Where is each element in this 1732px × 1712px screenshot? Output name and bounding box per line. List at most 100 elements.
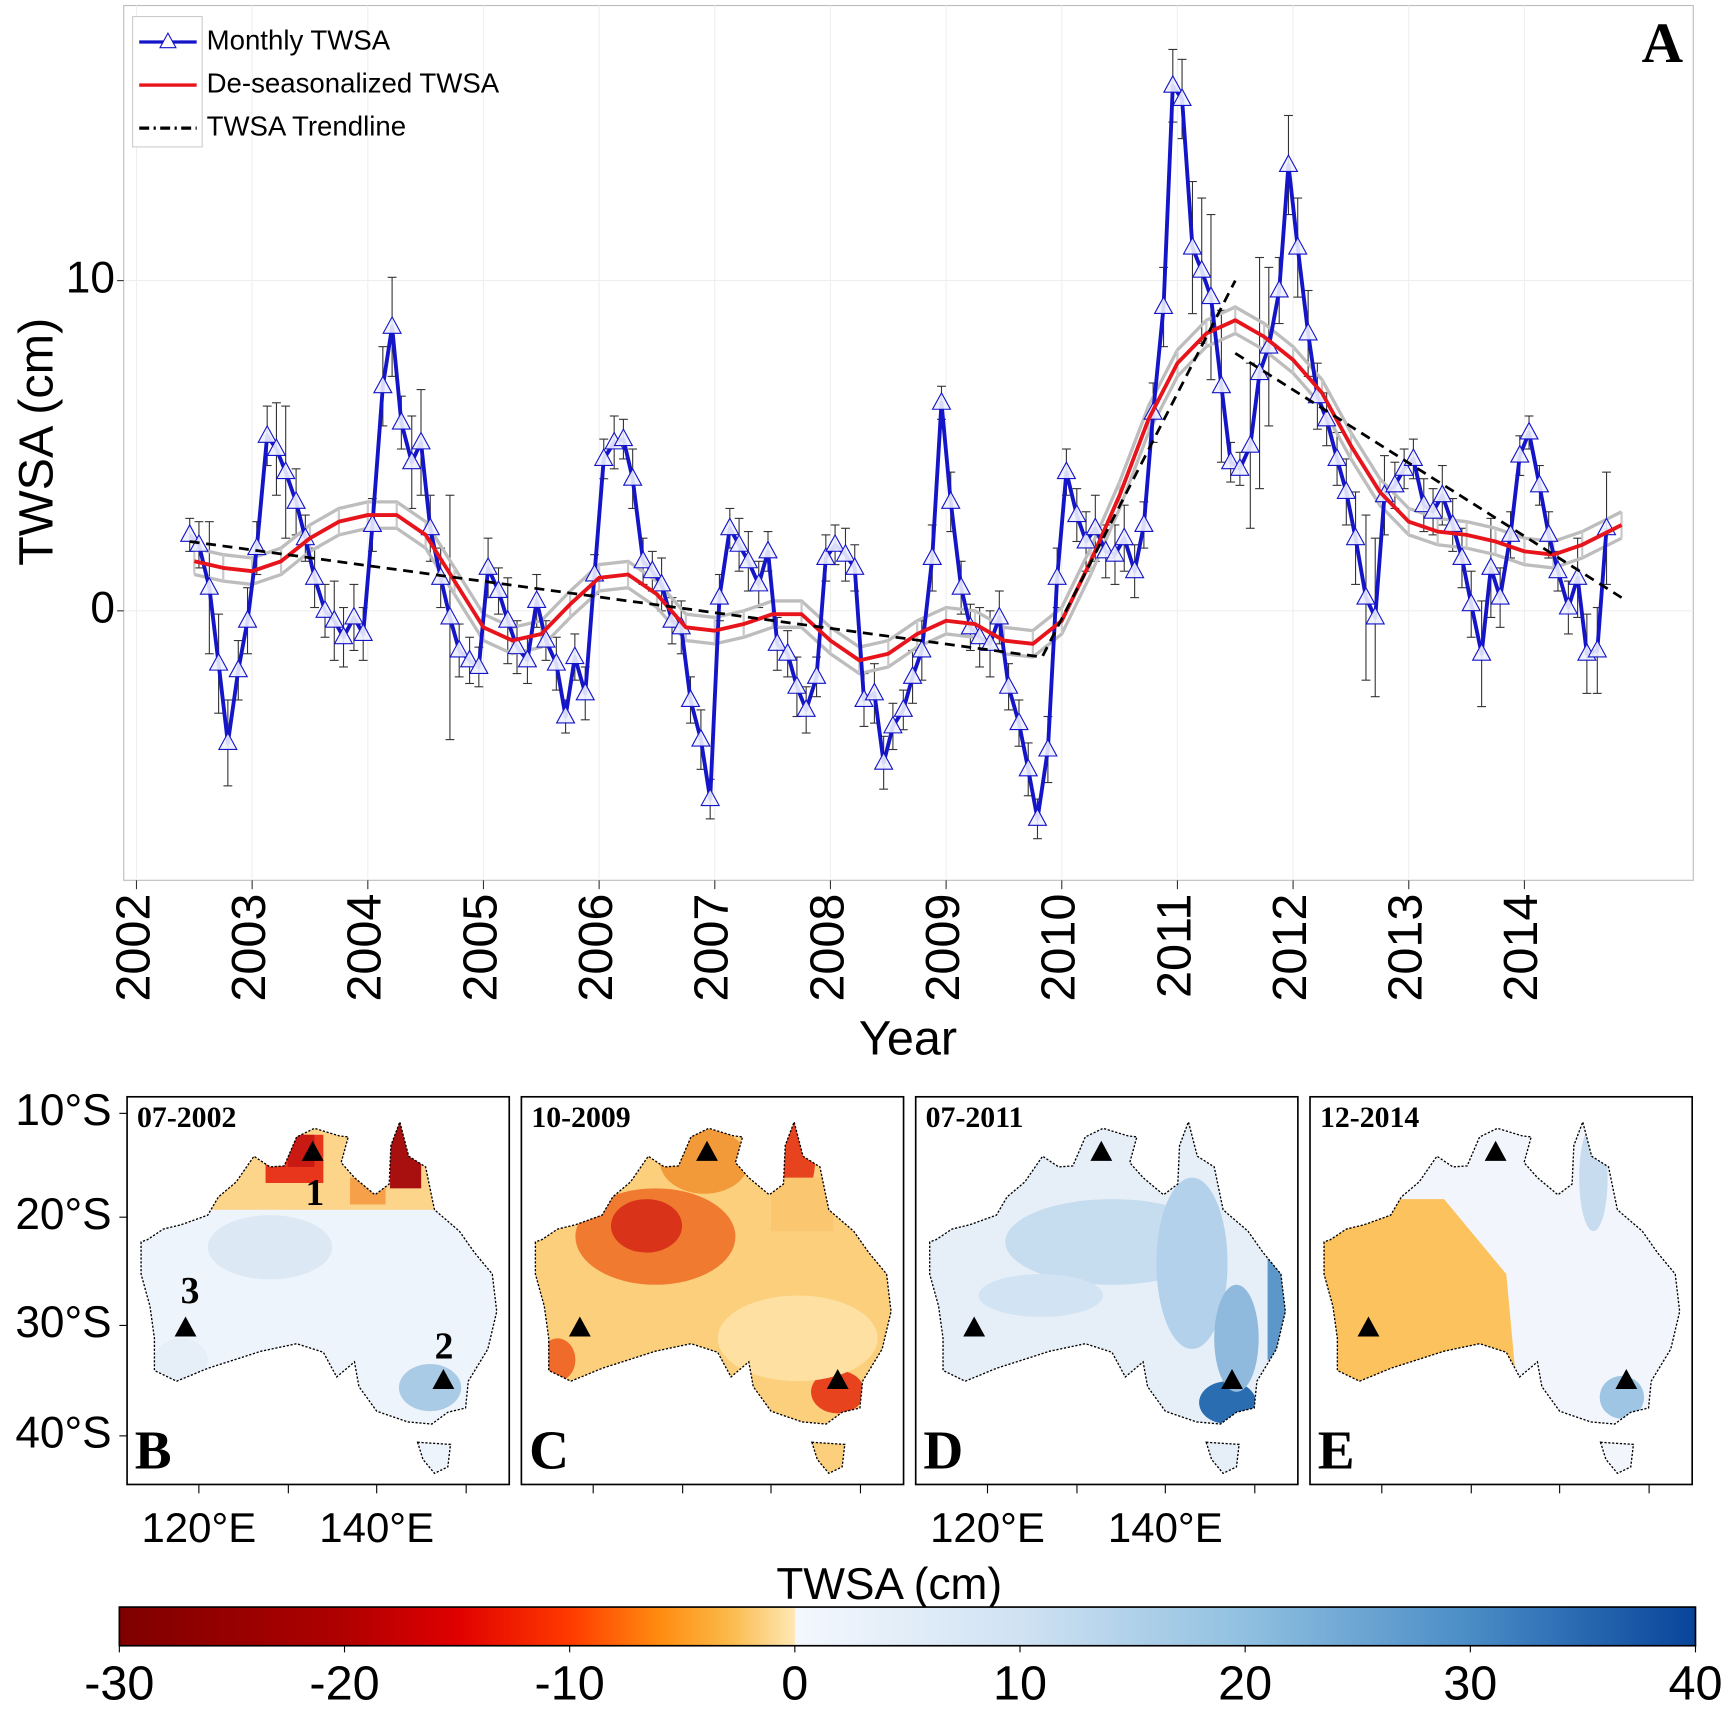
marker	[1056, 461, 1077, 480]
marker	[257, 424, 278, 443]
marker	[564, 645, 585, 665]
marker	[1162, 74, 1183, 93]
marker	[304, 566, 325, 585]
lon-label: 120°E	[930, 1504, 1045, 1551]
marker	[497, 609, 518, 628]
marker	[420, 517, 441, 536]
marker	[1490, 586, 1511, 605]
map-date: 07-2002	[137, 1101, 236, 1134]
marker	[1085, 517, 1106, 536]
legend-marker	[159, 31, 177, 49]
marker	[459, 649, 480, 668]
map-panel: 07-2011 D 120°E 140°E	[914, 1095, 1299, 1551]
map-date: 07-2011	[926, 1101, 1024, 1134]
marker	[1298, 322, 1319, 341]
marker	[787, 675, 807, 694]
marker	[1587, 639, 1608, 658]
marker	[758, 540, 778, 559]
anomaly-patch	[154, 1338, 208, 1382]
marker	[738, 550, 759, 569]
x-tick-label: 2011	[1147, 894, 1201, 998]
marker	[613, 428, 634, 447]
colorbar-tick-label: 40	[1668, 1656, 1722, 1710]
marker	[951, 576, 972, 595]
marker	[555, 705, 576, 724]
series-line	[189, 279, 1623, 659]
map-letter: C	[529, 1419, 569, 1480]
marker	[1519, 421, 1539, 440]
coastline	[929, 1119, 1287, 1475]
anomaly-patch	[717, 1295, 878, 1382]
marker	[362, 513, 383, 532]
lon-label: 120°E	[141, 1504, 256, 1551]
marker	[1356, 586, 1376, 605]
marker	[1240, 434, 1261, 453]
site-marker	[1484, 1140, 1507, 1161]
panel-label: A	[1642, 12, 1684, 75]
marker	[1327, 447, 1347, 466]
lat-label: 20°S	[15, 1190, 111, 1239]
map-letter: E	[1318, 1419, 1355, 1480]
marker	[1220, 451, 1241, 470]
marker	[1134, 513, 1154, 532]
map-letter: B	[135, 1419, 172, 1480]
marker	[633, 550, 653, 569]
colorbar-tick-label: 10	[993, 1656, 1047, 1710]
marker	[536, 629, 556, 648]
marker	[382, 315, 402, 334]
marker	[1027, 807, 1048, 826]
map-fill	[929, 1121, 1286, 1474]
lat-label: 30°S	[15, 1298, 111, 1347]
x-tick-label: 2013	[1379, 894, 1433, 1002]
marker	[179, 523, 200, 542]
map-frame	[1309, 1095, 1694, 1486]
site-marker	[826, 1368, 849, 1390]
site-label: 1	[305, 1173, 324, 1214]
site-marker	[568, 1316, 591, 1337]
x-tick-label: 2012	[1263, 894, 1317, 1002]
marker	[526, 589, 547, 608]
anomaly-patch	[1156, 1177, 1228, 1350]
legend-label: Monthly TWSA	[207, 24, 391, 55]
marker	[333, 626, 354, 645]
x-tick-label: 2006	[569, 894, 623, 1002]
confidence-edge	[193, 331, 1623, 676]
anomaly-patch	[771, 1177, 834, 1232]
site-marker	[963, 1316, 986, 1337]
site-marker	[1221, 1368, 1243, 1390]
map-panel: 07-2002 B 120°E 140°E	[126, 1095, 511, 1551]
marker	[1114, 527, 1135, 546]
site-marker	[696, 1140, 718, 1161]
colorbar	[118, 1606, 1697, 1647]
marker	[324, 609, 345, 628]
marker	[1038, 738, 1058, 757]
site-marker	[1357, 1316, 1380, 1337]
marker	[1066, 503, 1087, 523]
marker	[488, 579, 509, 599]
colorbar-tick-label: -20	[309, 1656, 379, 1710]
marker	[729, 533, 749, 552]
site-marker	[1090, 1140, 1113, 1161]
marker	[1278, 153, 1299, 173]
x-tick-label: 2003	[222, 894, 276, 1002]
marker	[815, 546, 836, 566]
marker	[440, 606, 460, 625]
marker	[864, 682, 885, 701]
marker	[208, 652, 229, 671]
marker	[642, 560, 663, 579]
anomaly-patch	[978, 1274, 1104, 1317]
lon-label: 140°E	[319, 1504, 434, 1551]
marker	[940, 490, 961, 509]
marker	[1461, 593, 1482, 612]
marker	[372, 375, 393, 394]
colorbar-tick-label: 20	[1218, 1656, 1272, 1710]
site-label: 2	[435, 1326, 454, 1367]
anomaly-patch	[1214, 1284, 1259, 1392]
marker	[1394, 457, 1415, 476]
marker	[767, 632, 788, 651]
x-tick-label: 2010	[1032, 894, 1086, 1002]
marker	[1384, 474, 1405, 493]
coastline	[140, 1119, 498, 1475]
marker	[237, 609, 258, 628]
colorbar-tick-label: -10	[535, 1656, 605, 1710]
